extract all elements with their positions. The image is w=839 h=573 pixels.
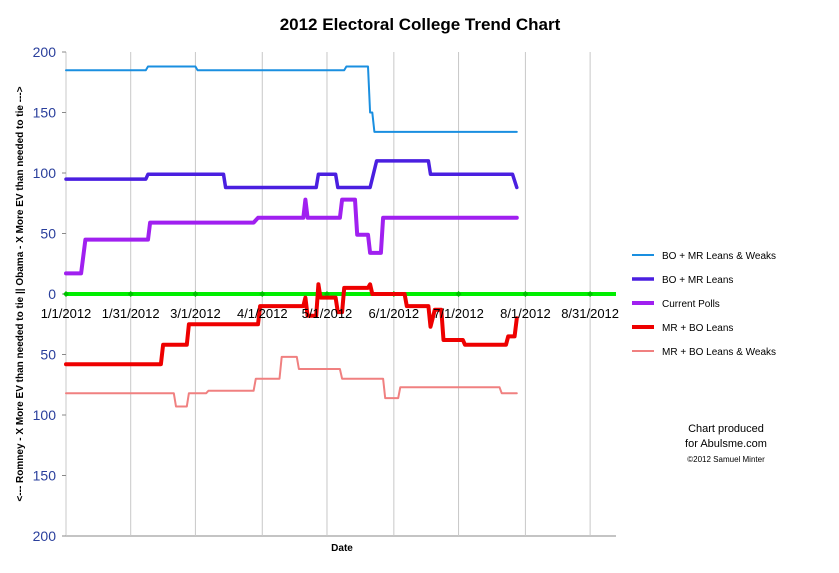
y-tick-label: 200 (33, 528, 57, 544)
credit-line-1: Chart produced (688, 423, 764, 435)
x-tick-label: 8/1/2012 (500, 306, 551, 321)
legend-entry: Current Polls (662, 299, 720, 310)
legend-entry: BO + MR Leans & Weaks (662, 251, 776, 262)
x-axis-label: Date (331, 543, 353, 554)
legend: BO + MR Leans & Weaks BO + MR Leans Curren… (632, 251, 776, 358)
series-line-2 (64, 159, 519, 190)
zero-line-marker (63, 291, 69, 297)
zero-line-marker (323, 291, 330, 297)
y-tick-label: 200 (33, 44, 57, 60)
y-tick-label: 150 (33, 105, 57, 121)
y-tick-label: 0 (48, 286, 56, 302)
y-tick-labels: 200 150 100 50 0 50 100 150 200 (33, 44, 66, 544)
x-tick-label: 7/1/2012 (433, 306, 484, 321)
zero-line-marker (522, 291, 529, 297)
x-tick-label: 4/1/2012 (237, 306, 288, 321)
y-tick-label: 50 (40, 226, 56, 242)
y-tick-label: 100 (33, 165, 57, 181)
zero-line-group (63, 291, 616, 297)
series-line-1 (65, 65, 518, 133)
x-tick-label: 8/31/2012 (561, 306, 619, 321)
legend-entry: MR + BO Leans (662, 323, 733, 334)
y-tick-label: 150 (33, 468, 57, 484)
x-tick-label: 1/31/2012 (102, 306, 160, 321)
legend-entry: MR + BO Leans & Weaks (662, 347, 776, 358)
zero-line-marker (455, 291, 462, 297)
zero-line-marker (127, 291, 134, 297)
y-tick-label: 100 (33, 407, 57, 423)
x-tick-labels: 1/1/2012 1/31/2012 3/1/2012 4/1/2012 5/1/201… (41, 306, 619, 321)
x-tick-label: 1/1/2012 (41, 306, 92, 321)
credit-line-2: for Abulsme.com (685, 438, 767, 450)
y-axis-label: <--- Romney - X More EV than needed to t… (15, 86, 26, 501)
series-line-4 (64, 282, 519, 367)
y-tick-label: 50 (40, 347, 56, 363)
series-line-3 (64, 197, 519, 276)
zero-line-marker (192, 291, 199, 297)
chart-title: 2012 Electoral College Trend Chart (280, 15, 561, 34)
x-tick-label: 6/1/2012 (369, 306, 420, 321)
legend-entry: BO + MR Leans (662, 275, 733, 286)
zero-line-marker (259, 291, 266, 297)
credit-block: Chart produced for Abulsme.com ©2012 Sam… (685, 423, 767, 464)
x-tick-label: 3/1/2012 (170, 306, 221, 321)
series-lines (64, 65, 519, 408)
x-tick-label: 5/1/2012 (302, 306, 353, 321)
series-line-5 (65, 355, 518, 408)
credit-line-3: ©2012 Samuel Minter (687, 455, 765, 464)
zero-line-marker (587, 291, 594, 297)
